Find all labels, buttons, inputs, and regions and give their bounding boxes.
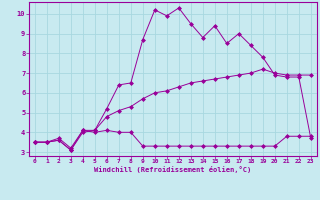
X-axis label: Windchill (Refroidissement éolien,°C): Windchill (Refroidissement éolien,°C) [94,166,252,173]
